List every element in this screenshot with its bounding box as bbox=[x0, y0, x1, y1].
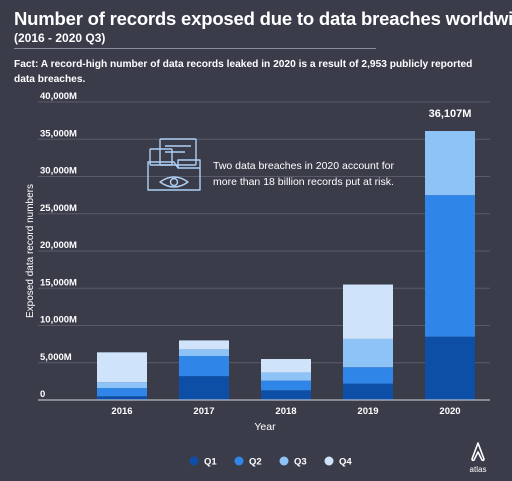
x-tick-labels: 2016 2017 2018 2019 2020 bbox=[111, 406, 460, 417]
y-tick-label: 10,000M bbox=[40, 315, 77, 326]
legend-swatch-q1 bbox=[189, 456, 199, 466]
annotation-text-line-2: more than 18 billion records put at risk… bbox=[213, 176, 394, 188]
bar-segment-q3-2018 bbox=[261, 372, 311, 381]
legend-label-q4: Q4 bbox=[339, 457, 352, 468]
y-tick-label: 30,000M bbox=[40, 166, 77, 177]
x-tick-label: 2016 bbox=[111, 406, 132, 417]
bar-segment-q3-2016 bbox=[97, 382, 147, 389]
bar-segment-q3-2019 bbox=[343, 338, 393, 368]
y-tick-label: 35,000M bbox=[40, 128, 77, 139]
bar-segment-q2-2019 bbox=[343, 367, 393, 384]
y-tick-label: 40,000M bbox=[40, 91, 77, 102]
bar-segment-q4-2017 bbox=[179, 340, 229, 350]
bars bbox=[97, 131, 475, 400]
bar-segment-q1-2016 bbox=[97, 396, 147, 400]
bar-segment-q3-2017 bbox=[179, 349, 229, 357]
bar-segment-q4-2018 bbox=[261, 359, 311, 373]
legend-swatch-q3 bbox=[279, 456, 289, 466]
x-tick-label: 2018 bbox=[275, 406, 296, 417]
legend-swatch-q2 bbox=[234, 456, 244, 466]
y-tick-label: 20,000M bbox=[40, 240, 77, 251]
folder-eye-icon bbox=[147, 138, 201, 191]
x-tick-label: 2019 bbox=[357, 406, 378, 417]
legend-label-q2: Q2 bbox=[249, 457, 262, 468]
bar-segment-q3-2020 bbox=[425, 131, 475, 196]
bar-segment-q1-2018 bbox=[261, 390, 311, 400]
total-annotation: 36,107M bbox=[429, 108, 472, 120]
atlas-a-icon bbox=[471, 442, 485, 462]
chart-subtitle: (2016 - 2020 Q3) bbox=[14, 31, 106, 45]
bar-segment-q2-2017 bbox=[179, 356, 229, 377]
legend-swatch-q4 bbox=[324, 456, 334, 466]
atlas-logo: atlas bbox=[462, 440, 494, 474]
x-tick-label: 2017 bbox=[193, 406, 214, 417]
bar-segment-q2-2020 bbox=[425, 195, 475, 337]
x-tick-label: 2020 bbox=[439, 406, 460, 417]
logo-text: atlas bbox=[469, 465, 487, 474]
fact-text: Fact: A record-high number of data recor… bbox=[14, 59, 473, 85]
bar-segment-q1-2017 bbox=[179, 376, 229, 400]
annotation-text-line-1: Two data breaches in 2020 account for bbox=[213, 160, 394, 172]
x-axis-label: Year bbox=[254, 421, 276, 433]
title-divider bbox=[14, 48, 376, 49]
legend-label-q1: Q1 bbox=[204, 457, 217, 468]
legend-label-q3: Q3 bbox=[294, 457, 307, 468]
y-tick-label: 15,000M bbox=[40, 277, 77, 288]
bar-segment-q4-2016 bbox=[97, 352, 147, 383]
y-axis-label: Exposed data record numbers bbox=[25, 184, 36, 318]
chart-title: Number of records exposed due to data br… bbox=[14, 8, 512, 29]
bar-segment-q4-2019 bbox=[343, 284, 393, 339]
y-tick-label: 5,000M bbox=[40, 352, 72, 363]
y-tick-label: 0 bbox=[40, 389, 45, 400]
bar-segment-q1-2019 bbox=[343, 383, 393, 400]
grid-lines bbox=[38, 101, 490, 364]
y-tick-labels: 0 5,000M 10,000M 15,000M 20,000M 25,000M 30,00… bbox=[40, 91, 77, 400]
y-tick-label: 25,000M bbox=[40, 203, 77, 214]
bar-segment-q1-2020 bbox=[425, 336, 475, 400]
legend: Q1 Q2 Q3 Q4 bbox=[189, 456, 352, 468]
bar-segment-q2-2016 bbox=[97, 388, 147, 397]
bar-segment-q2-2018 bbox=[261, 380, 311, 391]
